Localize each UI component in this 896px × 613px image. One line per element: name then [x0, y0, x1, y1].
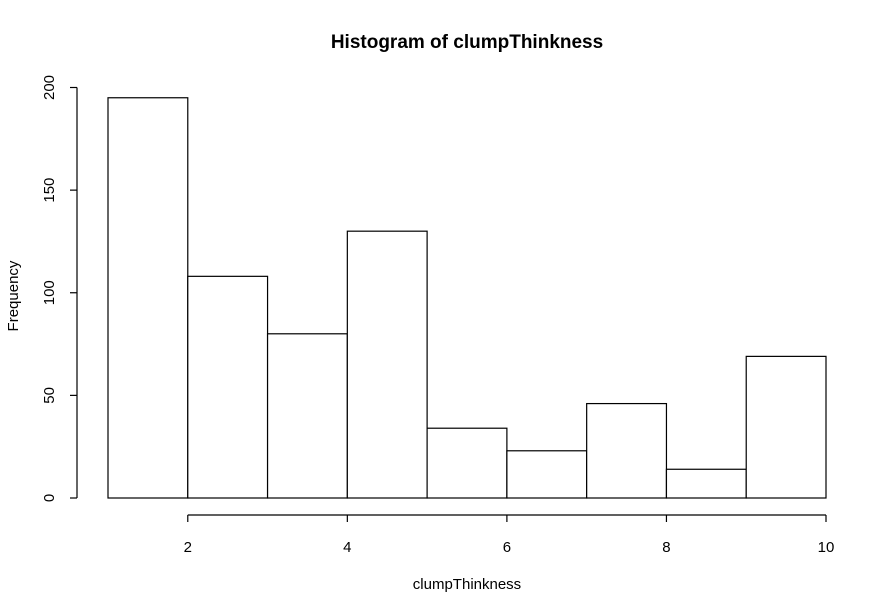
histogram-bar: [346, 230, 428, 499]
x-tick-label: 2: [184, 539, 192, 556]
histogram-bar: [107, 97, 189, 499]
histogram-bar: [506, 450, 588, 499]
x-tick-label: 10: [818, 539, 835, 556]
y-tick-label: 150: [41, 178, 58, 203]
y-tick-label: 100: [41, 280, 58, 305]
histogram-bar: [745, 355, 827, 499]
x-tick-label: 4: [343, 539, 351, 556]
x-tick-label: 6: [503, 539, 511, 556]
y-axis: 0 50 100 150 200: [41, 75, 78, 502]
x-axis-label: clumpThinkness: [413, 576, 521, 593]
histogram-bars: [107, 97, 827, 499]
chart-title: Histogram of clumpThinkness: [331, 32, 603, 53]
histogram-bar: [426, 427, 508, 499]
histogram-bar: [266, 333, 348, 499]
x-tick-label: 8: [662, 539, 670, 556]
histogram-bar: [665, 468, 747, 499]
y-tick-label: 200: [41, 75, 58, 100]
y-tick-label: 50: [41, 387, 58, 404]
y-axis-label: Frequency: [5, 260, 22, 331]
histogram-bar: [187, 275, 269, 499]
y-tick-label: 0: [41, 494, 58, 502]
histogram-bar: [586, 402, 668, 499]
x-axis: 2 4 6 8 10: [184, 514, 835, 556]
